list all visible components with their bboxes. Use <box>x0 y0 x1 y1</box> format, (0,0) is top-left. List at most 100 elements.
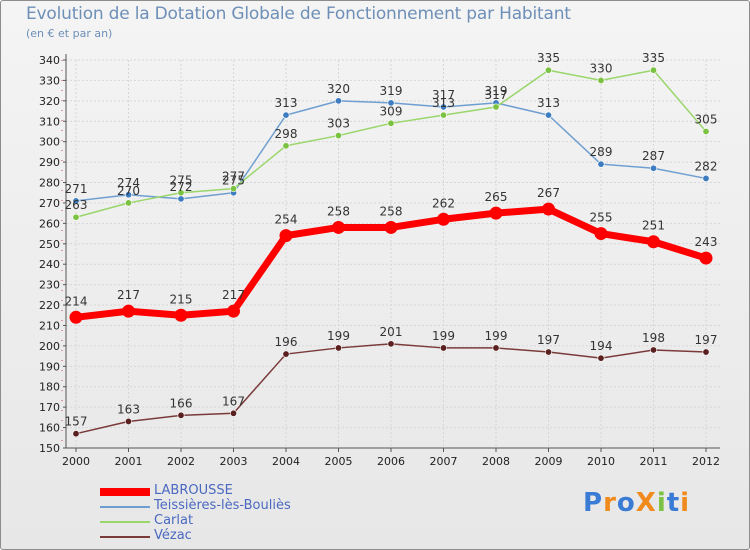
data-label: 277 <box>222 170 245 184</box>
series-layer <box>69 66 713 438</box>
data-label: 313 <box>432 96 455 110</box>
data-point <box>597 354 605 362</box>
data-point <box>544 66 552 74</box>
data-point <box>649 346 657 354</box>
data-point <box>177 189 185 197</box>
data-point <box>699 251 713 265</box>
data-point <box>492 344 500 352</box>
data-label: 157 <box>65 415 88 429</box>
data-label: 255 <box>590 211 613 225</box>
data-point <box>439 103 447 111</box>
logo-letter: r <box>603 488 617 518</box>
data-point <box>597 160 605 168</box>
series-labrousse <box>69 202 713 324</box>
y-tick-label: 300 <box>39 136 60 149</box>
legend-swatch <box>100 488 150 496</box>
y-axis-ticks: 150 160 170 180 190 200 210 220 230 240 250 260 270 2… <box>39 54 66 455</box>
data-point <box>177 195 185 203</box>
data-label: 262 <box>432 196 455 210</box>
data-label: 305 <box>695 112 718 126</box>
data-point <box>72 197 80 205</box>
data-label: 317 <box>432 88 455 102</box>
y-tick-label: 270 <box>39 197 60 210</box>
legend-label: Carlat <box>154 513 194 528</box>
legend-swatch <box>100 536 150 538</box>
legend-label: Teissières-lès-Bouliès <box>154 498 291 513</box>
y-tick-label: 250 <box>39 238 60 251</box>
y-tick-label: 310 <box>39 115 60 128</box>
data-point <box>125 191 133 199</box>
data-point <box>439 344 447 352</box>
data-label: 196 <box>275 335 298 349</box>
logo-letter: i <box>680 488 691 518</box>
logo-letter: o <box>616 488 636 518</box>
data-label: 271 <box>65 182 88 196</box>
y-tick-label: 260 <box>39 217 60 230</box>
data-label: 313 <box>275 96 298 110</box>
data-point <box>544 348 552 356</box>
data-label: 267 <box>537 186 560 200</box>
data-label: 289 <box>590 145 613 159</box>
data-label: 199 <box>485 329 508 343</box>
data-point <box>125 417 133 425</box>
logo-letter: X <box>635 488 657 518</box>
data-point <box>702 127 710 135</box>
x-tick-label: 2002 <box>167 455 195 468</box>
data-point <box>125 199 133 207</box>
data-point <box>384 220 398 234</box>
data-point <box>597 76 605 84</box>
data-point <box>72 213 80 221</box>
data-label: 282 <box>695 159 718 173</box>
data-label: 313 <box>537 96 560 110</box>
y-tick-label: 320 <box>39 95 60 108</box>
data-label: 317 <box>485 88 508 102</box>
y-tick-label: 340 <box>39 54 60 67</box>
data-point <box>332 220 345 234</box>
data-point <box>702 174 710 182</box>
x-tick-label: 2000 <box>62 455 90 468</box>
data-point <box>282 350 290 358</box>
data-label: 251 <box>642 219 665 233</box>
data-label: 197 <box>537 333 560 347</box>
y-tick-label: 160 <box>39 422 60 435</box>
data-point <box>542 202 555 216</box>
logo-letter: P <box>583 488 604 518</box>
y-tick-label: 190 <box>39 360 60 373</box>
data-point <box>227 304 240 318</box>
data-point <box>174 308 188 322</box>
data-label: 274 <box>117 176 140 190</box>
data-label: 197 <box>695 333 718 347</box>
y-tick-label: 240 <box>39 258 60 271</box>
data-point <box>334 132 342 140</box>
data-label: 275 <box>222 174 245 188</box>
data-label: 243 <box>695 235 718 249</box>
data-label: 258 <box>327 204 350 218</box>
data-point <box>334 97 342 105</box>
data-point <box>69 310 83 324</box>
x-tick-label: 2012 <box>692 455 720 468</box>
y-tick-label: 200 <box>39 340 60 353</box>
x-tick-label: 2008 <box>482 455 510 468</box>
x-tick-label: 2004 <box>272 455 300 468</box>
logo-letter: i <box>656 488 667 518</box>
legend-swatch <box>100 506 150 508</box>
data-label: 214 <box>65 294 88 308</box>
y-tick-label: 220 <box>39 299 60 312</box>
data-label: 263 <box>65 198 88 212</box>
data-label: 254 <box>275 213 298 227</box>
y-tick-label: 150 <box>39 442 60 455</box>
data-point <box>279 229 293 243</box>
proxiti-logo: ProXiti <box>583 488 690 518</box>
data-point <box>230 185 238 193</box>
x-tick-label: 2003 <box>220 455 248 468</box>
data-point <box>387 340 395 348</box>
data-label: 298 <box>275 127 298 141</box>
y-tick-label: 230 <box>39 279 60 292</box>
data-point <box>544 111 552 119</box>
data-label: 217 <box>222 288 245 302</box>
data-label: 217 <box>117 288 140 302</box>
x-tick-label: 2001 <box>115 455 143 468</box>
data-point <box>649 164 657 172</box>
